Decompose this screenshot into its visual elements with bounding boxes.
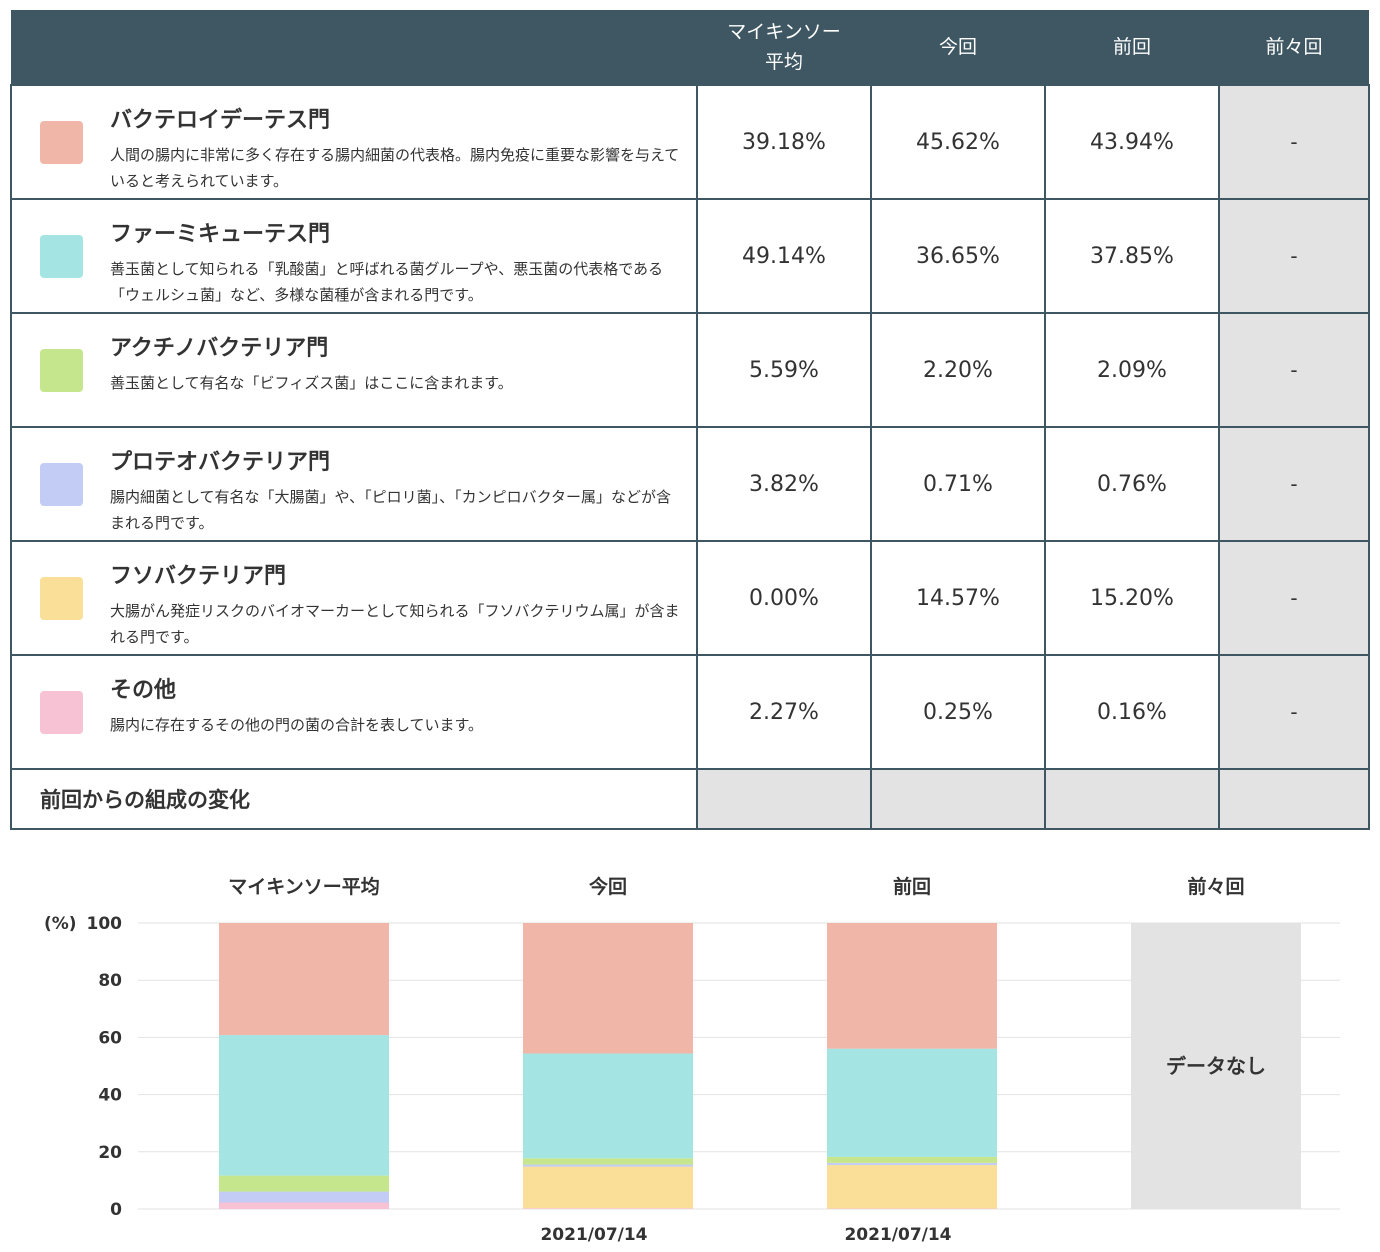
- color-swatch: [40, 577, 83, 620]
- bar-segment: [523, 1158, 693, 1165]
- phylum-name: バクテロイデーテス門: [110, 108, 331, 133]
- table-row: その他 腸内に存在するその他の門の菌の合計を表しています。 2.27% 0.25…: [10, 654, 1370, 770]
- y-tick-label: 100: [87, 914, 123, 934]
- current-value: 0.71%: [870, 426, 1046, 542]
- average-value: 49.14%: [696, 198, 872, 314]
- phylum-name: フソバクテリア門: [110, 564, 287, 589]
- change-cell: [870, 768, 1046, 830]
- stacked-bar-chart: 0 20 40 60 80 100 (%) マイキンソー平均 今回 2021/07/14 前回 202…: [44, 875, 1340, 1245]
- category-label: 前回: [893, 875, 931, 898]
- color-swatch: [40, 463, 83, 506]
- bar-segment: [219, 1202, 389, 1209]
- bar-segment: [827, 1165, 997, 1209]
- bar-segment: [219, 1175, 389, 1192]
- bar-segment: [827, 1162, 997, 1166]
- bar-segment: [219, 923, 389, 1036]
- change-row: 前回からの組成の変化: [10, 768, 1370, 830]
- phylum-description: 善玉菌として知られる「乳酸菌」と呼ばれる菌グループや、悪玉菌の代表格である「ウェ…: [110, 260, 664, 304]
- phylum-description: 人間の腸内に非常に多く存在する腸内細菌の代表格。腸内免疫に重要な影響を与えている…: [110, 146, 680, 190]
- header-current: 今回: [871, 10, 1045, 85]
- y-tick-label: 80: [98, 971, 122, 991]
- previous-value: 0.16%: [1044, 654, 1220, 770]
- category-label: マイキンソー平均: [228, 875, 379, 898]
- before-previous-value: -: [1218, 84, 1370, 200]
- header-average: マイキンソー 平均: [697, 10, 871, 85]
- y-axis-label: (%): [44, 914, 77, 934]
- table-row: アクチノバクテリア門 善玉菌として有名な「ビフィズス菌」はここに含まれます。 5…: [10, 312, 1370, 428]
- bar-segment: [219, 1191, 389, 1203]
- table-row: フソバクテリア門 大腸がん発症リスクのバイオマーカーとして知られる「フソバクテリ…: [10, 540, 1370, 656]
- previous-value: 43.94%: [1044, 84, 1220, 200]
- header-before-previous: 前々回: [1219, 10, 1369, 85]
- phylum-name: ファーミキューテス門: [110, 222, 331, 247]
- date-label: 2021/07/14: [844, 1225, 951, 1245]
- change-cell: [1044, 768, 1220, 830]
- color-swatch: [40, 349, 83, 392]
- composition-table: マイキンソー 平均 今回 前回 前々回 バクテロイデーテス門 人間の腸内に非常に…: [10, 10, 1370, 830]
- header-blank: [11, 10, 697, 85]
- bar-segment: [523, 1208, 693, 1209]
- before-previous-value: -: [1218, 312, 1370, 428]
- before-previous-value: -: [1218, 540, 1370, 656]
- previous-value: 0.76%: [1044, 426, 1220, 542]
- phylum-description: 善玉菌として有名な「ビフィズス菌」はここに含まれます。: [110, 374, 513, 392]
- bar-segment: [523, 1053, 693, 1159]
- phylum-name: その他: [110, 678, 177, 703]
- bar-segment: [827, 1048, 997, 1157]
- bar-segment: [219, 1035, 389, 1176]
- bar-segment: [827, 923, 997, 1049]
- phylum-cell: その他 腸内に存在するその他の門の菌の合計を表しています。: [10, 654, 698, 770]
- no-data-bar: [1131, 923, 1301, 1209]
- average-value: 3.82%: [696, 426, 872, 542]
- color-swatch: [40, 121, 83, 164]
- y-tick-label: 20: [98, 1143, 122, 1163]
- before-previous-value: -: [1218, 654, 1370, 770]
- color-swatch: [40, 691, 83, 734]
- phylum-cell: ファーミキューテス門 善玉菌として知られる「乳酸菌」と呼ばれる菌グループや、悪玉…: [10, 198, 698, 314]
- current-value: 0.25%: [870, 654, 1046, 770]
- color-swatch: [40, 235, 83, 278]
- phylum-cell: バクテロイデーテス門 人間の腸内に非常に多く存在する腸内細菌の代表格。腸内免疫に…: [10, 84, 698, 200]
- current-value: 14.57%: [870, 540, 1046, 656]
- bar-segment: [523, 1166, 693, 1209]
- phylum-name: プロテオバクテリア門: [110, 450, 331, 475]
- category-label: 今回: [588, 875, 627, 898]
- table-header-row: マイキンソー 平均 今回 前回 前々回: [11, 10, 1369, 85]
- y-tick-label: 40: [98, 1086, 122, 1106]
- header-previous: 前回: [1045, 10, 1219, 85]
- before-previous-value: -: [1218, 426, 1370, 542]
- change-cell: [696, 768, 872, 830]
- phylum-name: アクチノバクテリア門: [110, 336, 329, 361]
- date-label: 2021/07/14: [540, 1225, 647, 1245]
- before-previous-value: -: [1218, 198, 1370, 314]
- phylum-cell: アクチノバクテリア門 善玉菌として有名な「ビフィズス菌」はここに含まれます。: [10, 312, 698, 428]
- average-value: 39.18%: [696, 84, 872, 200]
- phylum-description: 腸内に存在するその他の門の菌の合計を表しています。: [110, 716, 484, 734]
- phylum-cell: フソバクテリア門 大腸がん発症リスクのバイオマーカーとして知られる「フソバクテリ…: [10, 540, 698, 656]
- table-row: ファーミキューテス門 善玉菌として知られる「乳酸菌」と呼ばれる菌グループや、悪玉…: [10, 198, 1370, 314]
- table-row: プロテオバクテリア門 腸内細菌として有名な「大腸菌」や、「ピロリ菌」、「カンピロ…: [10, 426, 1370, 542]
- y-tick-label: 60: [98, 1028, 122, 1048]
- bar-segment: [523, 923, 693, 1054]
- bar-segment: [523, 1164, 693, 1167]
- average-value: 5.59%: [696, 312, 872, 428]
- y-tick-label: 0: [110, 1200, 122, 1220]
- change-label: 前回からの組成の変化: [10, 768, 698, 830]
- no-data-label: データなし: [1166, 1054, 1266, 1078]
- previous-value: 37.85%: [1044, 198, 1220, 314]
- table-row: バクテロイデーテス門 人間の腸内に非常に多く存在する腸内細菌の代表格。腸内免疫に…: [10, 84, 1370, 200]
- previous-value: 2.09%: [1044, 312, 1220, 428]
- current-value: 36.65%: [870, 198, 1046, 314]
- change-cell: [1218, 768, 1370, 830]
- bar-segment: [827, 1156, 997, 1163]
- average-value: 0.00%: [696, 540, 872, 656]
- current-value: 2.20%: [870, 312, 1046, 428]
- phylum-description: 腸内細菌として有名な「大腸菌」や、「ピロリ菌」、「カンピロバクター属」などが含ま…: [110, 488, 672, 532]
- average-value: 2.27%: [696, 654, 872, 770]
- phylum-cell: プロテオバクテリア門 腸内細菌として有名な「大腸菌」や、「ピロリ菌」、「カンピロ…: [10, 426, 698, 542]
- category-label: 前々回: [1187, 875, 1244, 898]
- previous-value: 15.20%: [1044, 540, 1220, 656]
- phylum-description: 大腸がん発症リスクのバイオマーカーとして知られる「フソバクテリウム属」が含まれる…: [110, 602, 680, 646]
- current-value: 45.62%: [870, 84, 1046, 200]
